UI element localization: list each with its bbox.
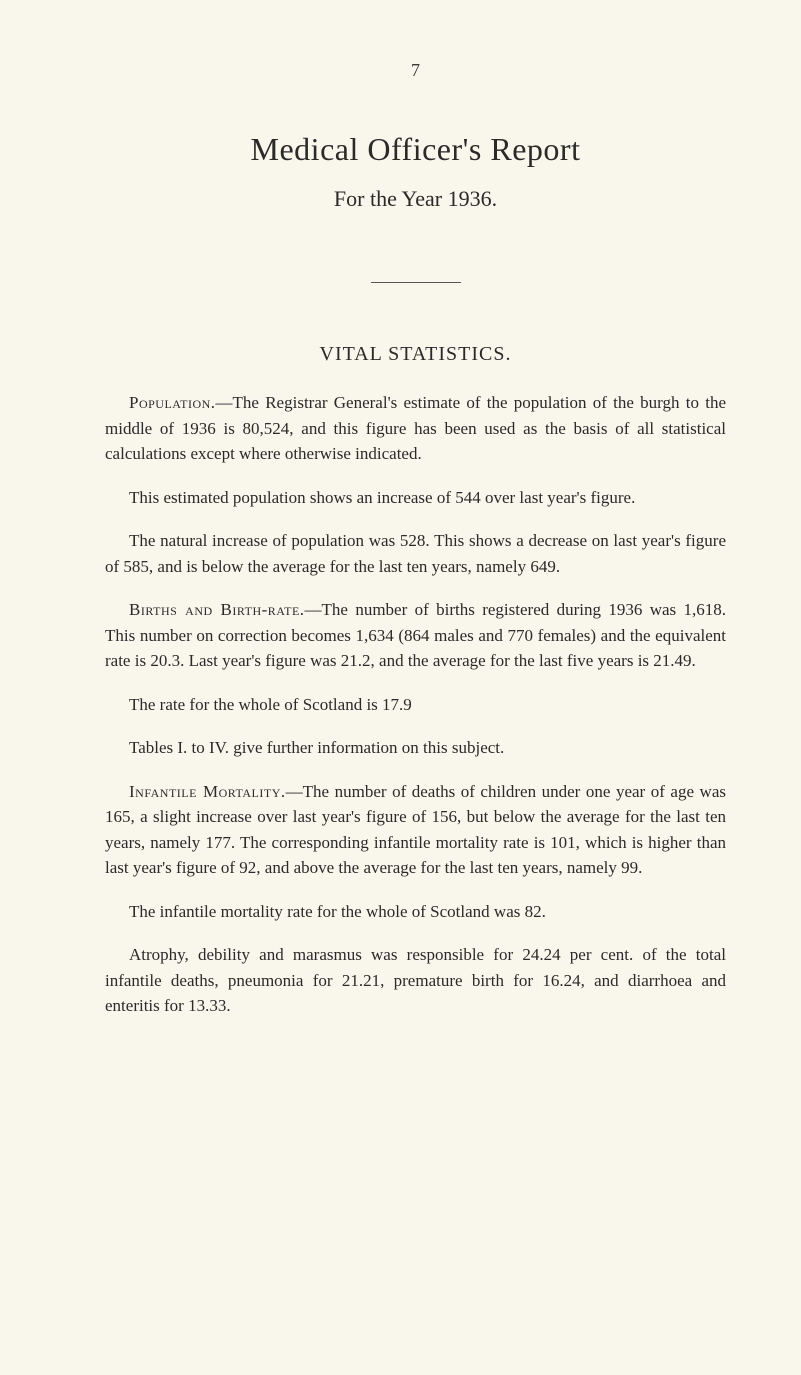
section-heading: VITAL STATISTICS.	[105, 343, 726, 366]
para-scotland-rate: The rate for the whole of Scotland is 17…	[105, 692, 726, 718]
para-scotland-mortality: The infantile mortality rate for the who…	[105, 899, 726, 925]
para-increase: This estimated population shows an incre…	[105, 485, 726, 511]
para-tables: Tables I. to IV. give further informatio…	[105, 735, 726, 761]
divider	[371, 282, 461, 283]
para-causes: Atrophy, debility and marasmus was respo…	[105, 942, 726, 1019]
subtitle: For the Year 1936.	[105, 186, 726, 212]
para-population: Population.—The Registrar General's esti…	[105, 390, 726, 467]
main-title: Medical Officer's Report	[105, 131, 726, 168]
lead-infantile: Infantile Mortality.	[129, 782, 286, 801]
para-infantile: Infantile Mortality.—The number of death…	[105, 779, 726, 881]
page-number: 7	[105, 60, 726, 81]
lead-population: Population.	[129, 393, 216, 412]
lead-births: Births and Birth-rate.	[129, 600, 305, 619]
para-births: Births and Birth-rate.—The number of bir…	[105, 597, 726, 674]
para-natural-increase: The natural increase of population was 5…	[105, 528, 726, 579]
